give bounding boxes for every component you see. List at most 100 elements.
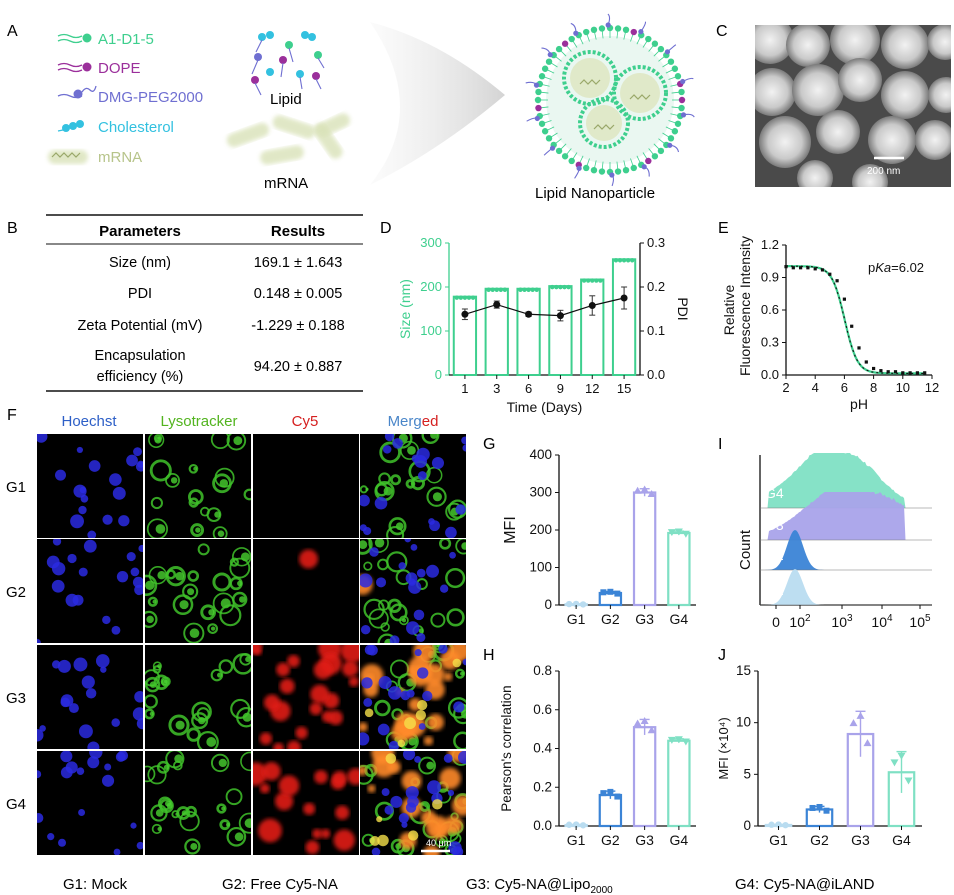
red-blob [263, 694, 281, 711]
histogram-G2 [760, 530, 932, 570]
nucleus [68, 703, 79, 714]
green-vesicle [210, 753, 230, 773]
inner-mrna-strand [593, 124, 615, 130]
nucleus [72, 594, 84, 606]
green-vesicle [447, 499, 466, 519]
green-vesicle [146, 518, 168, 538]
x-tick-label: G4 [670, 611, 689, 627]
x-tick-label: G1 [567, 611, 586, 627]
green-vesicle [147, 596, 158, 607]
mrna-strands-icon [226, 113, 350, 165]
tick-exponent: 5 [925, 613, 931, 624]
lnp-head [534, 96, 542, 104]
nucleus [416, 632, 426, 642]
y-tick-label: 0.3 [761, 335, 779, 350]
y-tick-label: 0.6 [533, 702, 552, 717]
green-vesicle [188, 489, 204, 505]
tick-exponent: 4 [887, 613, 893, 624]
tem-particle [852, 164, 888, 187]
nucleus [447, 789, 455, 797]
green-vesicle [187, 570, 200, 582]
nucleus [130, 567, 140, 577]
green-spot [179, 600, 189, 610]
green-spot [407, 446, 416, 455]
tem-particle [915, 120, 951, 160]
lnp-label: Lipid Nanoparticle [535, 185, 655, 202]
micrograph-content [37, 751, 143, 855]
replicate-point [565, 821, 573, 828]
nucleus [461, 436, 466, 445]
mrna-icon [48, 150, 88, 164]
footer-g3-main: G3: Cy5-NA@Lipo [466, 876, 590, 893]
size-bar [548, 285, 573, 376]
green-vesicle [374, 483, 389, 497]
nucleus [37, 813, 44, 823]
green-vesicle [214, 467, 235, 488]
nucleus [88, 460, 101, 472]
size-bar [580, 278, 605, 376]
micrograph-cy5-g1 [253, 434, 359, 538]
tem-particle [792, 64, 844, 116]
panel-label-b: B [7, 220, 18, 237]
lnp-head [538, 73, 546, 80]
green-spot [365, 487, 369, 491]
green-spot [161, 679, 168, 686]
nucleus [382, 445, 392, 454]
nucleus [113, 848, 121, 855]
red-blob [262, 761, 281, 781]
lnp-head [630, 28, 637, 36]
x-tick-label: 104 [871, 613, 893, 630]
legend-a1d15: A1-D1-5 [98, 31, 154, 48]
lnp-head [657, 45, 665, 53]
panel-label-h: H [483, 647, 495, 664]
y-tick-label: 0.8 [533, 663, 552, 678]
inner-mrna-core [570, 58, 610, 98]
green-spot [217, 672, 223, 678]
colocalization [452, 658, 462, 668]
lnp-head [614, 168, 622, 175]
nucleus [76, 767, 85, 775]
mrna-label: mRNA [264, 175, 308, 192]
nucleus [73, 657, 88, 672]
size-bar [516, 287, 541, 377]
nucleus [428, 518, 435, 525]
size-point [550, 284, 555, 290]
red-blob [360, 765, 367, 776]
data-point [842, 297, 846, 301]
nucleus [79, 724, 93, 739]
size-point [558, 284, 563, 290]
replicate-point [565, 600, 573, 608]
footer-g2: G2: Free Cy5-NA [222, 876, 338, 893]
data-point [872, 366, 876, 371]
y-tick-label: 1.2 [761, 237, 779, 252]
replicate-point [614, 793, 621, 800]
tem-particle [786, 25, 830, 67]
green-spot [402, 618, 407, 623]
green-vesicle [363, 561, 373, 571]
red-blob [320, 828, 331, 839]
nucleus [418, 723, 426, 730]
nucleus [438, 645, 448, 654]
size-point [617, 258, 623, 263]
bar [667, 531, 691, 607]
replicate-point [775, 821, 782, 828]
size-point [534, 287, 539, 292]
green-spot [460, 671, 464, 676]
green-vesicle [418, 756, 436, 775]
peg-head [549, 145, 556, 151]
nucleus [87, 530, 97, 538]
size-point [522, 287, 527, 292]
lnp-head [651, 40, 659, 47]
table-param-encapsulation-2: efficiency (%) [97, 369, 184, 385]
red-blob [335, 805, 350, 820]
nucleus [453, 701, 465, 713]
green-vesicle [410, 476, 426, 491]
y-tick-label: 5 [743, 766, 751, 781]
data-point [893, 370, 898, 374]
red-blob [427, 713, 444, 731]
peg-head [641, 164, 647, 170]
size-point [630, 258, 635, 263]
lnp-head [535, 88, 542, 96]
inner-mrna-core [620, 73, 660, 113]
size-point [494, 287, 499, 292]
